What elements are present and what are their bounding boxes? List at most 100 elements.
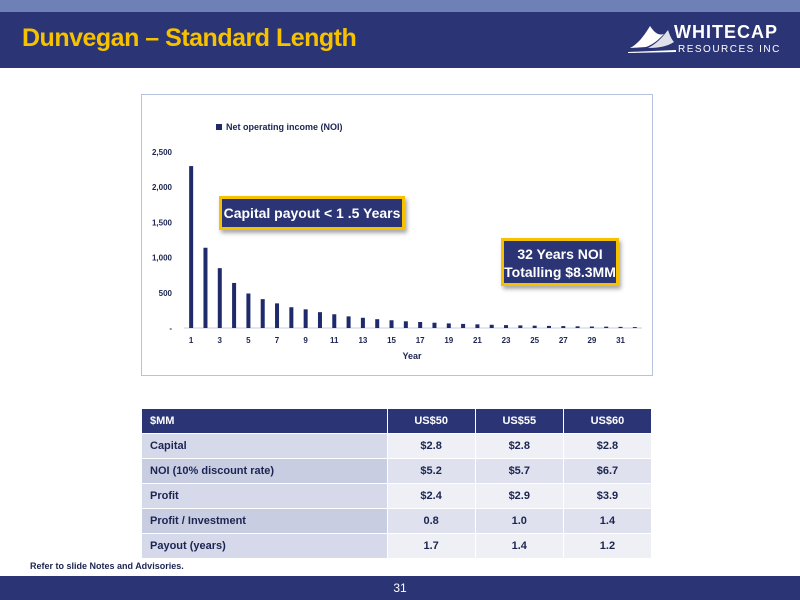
table-row: Profit $2.4 $2.9 $3.9	[141, 483, 653, 509]
x-tick-label: 17	[416, 336, 425, 345]
y-tick-label: 2,500	[152, 148, 173, 157]
noi-chart: Net operating income (NOI) Year - 500 1,00…	[141, 94, 653, 376]
x-tick-label: 25	[530, 336, 539, 345]
page-number: 31	[393, 581, 407, 595]
legend-label: Net operating income (NOI)	[226, 122, 343, 132]
x-tick-label: 5	[246, 336, 251, 345]
x-tick-label: 23	[502, 336, 511, 345]
table-row: Capital $2.8 $2.8 $2.8	[141, 433, 653, 459]
x-tick-label: 15	[387, 336, 396, 345]
table-cell: $5.2	[386, 458, 476, 484]
wave-icon	[628, 26, 676, 53]
economics-table: $MM US$50 US$55 US$60 Capital $2.8 $2.8 …	[141, 408, 653, 559]
noi-bar	[604, 326, 609, 328]
table-row: NOI (10% discount rate) $5.2 $5.7 $6.7	[141, 458, 653, 484]
legend-swatch	[216, 124, 222, 130]
y-tick-label: -	[169, 324, 172, 333]
noi-bar	[518, 325, 523, 328]
noi-bar	[589, 326, 594, 328]
table-row-label: Payout (years)	[141, 533, 388, 559]
x-tick-label: 13	[358, 336, 367, 345]
table-cell: 1.7	[386, 533, 476, 559]
x-axis-label: Year	[402, 351, 422, 361]
noi-bar	[489, 324, 494, 328]
y-tick-label: 1,500	[152, 218, 173, 227]
x-tick-label: 3	[218, 336, 223, 345]
noi-bar	[375, 319, 380, 328]
x-tick-label: 9	[303, 336, 308, 345]
noi-bar	[317, 312, 322, 328]
x-tick-label: 1	[189, 336, 194, 345]
table-cell: 1.4	[474, 533, 564, 559]
logo-subtitle: RESOURCES INC	[678, 44, 781, 55]
table-header-cell: US$60	[562, 408, 653, 434]
x-tick-label: 19	[444, 336, 453, 345]
table-row: Payout (years) 1.7 1.4 1.2	[141, 533, 653, 559]
y-tick-label: 1,000	[152, 254, 173, 263]
table-cell: $5.7	[474, 458, 564, 484]
noi-bar	[260, 299, 265, 328]
slide-title: Dunvegan – Standard Length	[22, 24, 357, 52]
table-row-label: NOI (10% discount rate)	[141, 458, 388, 484]
noi-total-callout: 32 Years NOI Totalling $8.3MM	[501, 238, 619, 286]
table-row-label: Capital	[141, 433, 388, 459]
noi-bar	[232, 282, 237, 328]
table-cell: 1.2	[562, 533, 653, 559]
y-tick-label: 2,000	[152, 183, 173, 192]
x-tick-label: 7	[275, 336, 280, 345]
noi-bar	[461, 323, 466, 328]
table-header-cell: US$55	[474, 408, 564, 434]
noi-bar	[561, 326, 566, 328]
x-tick-label: 21	[473, 336, 482, 345]
table-row-label: Profit / Investment	[141, 508, 388, 534]
x-tick-label: 11	[330, 336, 339, 345]
noi-bar	[418, 322, 423, 328]
table-header-cell: $MM	[141, 408, 388, 434]
table-row-label: Profit	[141, 483, 388, 509]
table-cell: $2.8	[562, 433, 653, 459]
footnote: Refer to slide Notes and Advisories.	[30, 561, 184, 571]
table-header-row: $MM US$50 US$55 US$60	[141, 408, 653, 434]
x-tick-label: 27	[559, 336, 568, 345]
table-header-cell: US$50	[386, 408, 476, 434]
table-cell: 1.4	[562, 508, 653, 534]
noi-bar	[189, 166, 194, 328]
noi-total-line2: Totalling $8.3MM	[504, 264, 616, 280]
footer-bar	[0, 576, 800, 600]
noi-bar	[532, 325, 537, 328]
noi-bar	[246, 293, 251, 328]
company-logo: WHITECAP RESOURCES INC	[628, 14, 790, 64]
payout-callout: Capital payout < 1 .5 Years	[219, 196, 405, 230]
noi-bar	[403, 321, 408, 328]
noi-bar	[360, 317, 365, 328]
noi-bar	[303, 309, 308, 328]
noi-bar	[332, 314, 337, 328]
noi-total-line1: 32 Years NOI	[517, 246, 603, 262]
table-cell: $3.9	[562, 483, 653, 509]
noi-bar	[217, 268, 222, 328]
table-cell: 0.8	[386, 508, 476, 534]
header-stripe	[0, 0, 800, 12]
x-tick-label: 31	[616, 336, 625, 345]
noi-bar	[618, 326, 623, 328]
table-row: Profit / Investment 0.8 1.0 1.4	[141, 508, 653, 534]
noi-bar	[504, 325, 509, 328]
noi-bar	[575, 326, 580, 328]
table-cell: $2.8	[474, 433, 564, 459]
noi-bar	[289, 307, 294, 328]
noi-chart-svg: Net operating income (NOI) Year - 500 1,00…	[152, 122, 642, 361]
noi-bar	[446, 323, 451, 328]
y-tick-label: 500	[159, 289, 173, 298]
table-cell: $6.7	[562, 458, 653, 484]
noi-bar	[389, 320, 394, 328]
table-cell: $2.8	[386, 433, 476, 459]
noi-bar	[432, 322, 437, 328]
logo-name: WHITECAP	[674, 22, 778, 42]
noi-bar	[346, 316, 351, 328]
table-cell: 1.0	[474, 508, 564, 534]
noi-bar	[275, 303, 280, 328]
noi-bar	[632, 327, 637, 328]
noi-bar	[546, 325, 551, 328]
noi-bar	[475, 324, 480, 328]
noi-bar	[203, 247, 208, 328]
